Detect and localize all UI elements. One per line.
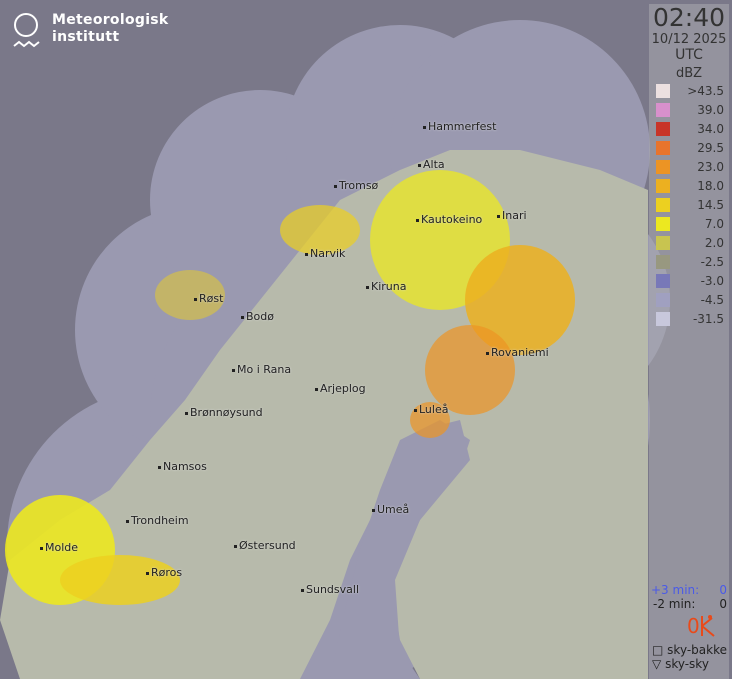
logo-line2: institutt bbox=[52, 29, 120, 45]
legend-swatch bbox=[656, 178, 670, 193]
city-label: Rovaniemi bbox=[486, 346, 549, 359]
met-logo[interactable]: Meteorologisk institutt bbox=[12, 12, 169, 52]
legend-item: 39.0 bbox=[649, 100, 729, 119]
legend-swatch bbox=[656, 83, 670, 98]
legend-swatch bbox=[656, 292, 670, 307]
legend-swatch bbox=[656, 102, 670, 117]
legend-item: -2.5 bbox=[649, 252, 729, 271]
legend-swatch bbox=[656, 254, 670, 269]
legend-value: -2.5 bbox=[700, 254, 724, 269]
city-label: Namsos bbox=[158, 460, 207, 473]
gulf-of-bothnia bbox=[330, 420, 470, 679]
lightning-plus3: +3 min: 0 bbox=[649, 583, 727, 597]
square-icon: □ bbox=[652, 643, 664, 657]
legend-swatch bbox=[656, 140, 670, 155]
legend-item: 23.0 bbox=[649, 157, 729, 176]
legend-item: 18.0 bbox=[649, 176, 729, 195]
city-label: Hammerfest bbox=[423, 120, 496, 133]
city-label: Inari bbox=[497, 209, 527, 222]
legend-swatch bbox=[656, 273, 670, 288]
legend-value: 18.0 bbox=[697, 178, 724, 193]
city-label: Molde bbox=[40, 541, 78, 554]
time: 02:40 bbox=[652, 3, 726, 32]
city-label: Alta bbox=[418, 158, 445, 171]
legend-value: 14.5 bbox=[697, 197, 724, 212]
city-label: Brønnøysund bbox=[185, 406, 263, 419]
lightning-icon bbox=[700, 615, 715, 637]
unit: dBZ bbox=[675, 66, 703, 81]
city-label: Røst bbox=[194, 292, 223, 305]
legend-value: 34.0 bbox=[697, 121, 724, 136]
legend-item: 14.5 bbox=[649, 195, 729, 214]
city-label: Østersund bbox=[234, 539, 296, 552]
city-label: Trondheim bbox=[126, 514, 189, 527]
logo-icon bbox=[13, 13, 40, 48]
minus2-label: -2 min: bbox=[653, 597, 696, 611]
city-label: Røros bbox=[146, 566, 182, 579]
legend-item: 2.0 bbox=[649, 233, 729, 252]
legend-swatch bbox=[656, 197, 670, 212]
lightning-total: 0 bbox=[687, 614, 718, 638]
legend-item: 34.0 bbox=[649, 119, 729, 138]
legend-value: 39.0 bbox=[697, 102, 724, 117]
legend-value: >43.5 bbox=[687, 83, 724, 98]
legend-sky-bakke: □ sky-bakke bbox=[652, 643, 727, 657]
minus2-value: 0 bbox=[719, 597, 727, 611]
city-label: Tromsø bbox=[334, 179, 378, 192]
legend-item: -3.0 bbox=[649, 271, 729, 290]
city-label: Luleå bbox=[414, 403, 448, 416]
city-label: Arjeplog bbox=[315, 382, 366, 395]
legend-value: -3.0 bbox=[700, 273, 724, 288]
legend-value: -4.5 bbox=[700, 292, 724, 307]
plus3-label: +3 min: bbox=[651, 583, 700, 597]
sky-sky-label: sky-sky bbox=[665, 657, 709, 671]
timezone: UTC bbox=[675, 47, 703, 63]
legend-item: 29.5 bbox=[649, 138, 729, 157]
legend-sky-sky: ▽ sky-sky bbox=[652, 657, 709, 671]
legend-item: -4.5 bbox=[649, 290, 729, 309]
legend-value: 7.0 bbox=[704, 216, 724, 231]
lightning-total-value: 0 bbox=[687, 614, 700, 638]
legend-levels: >43.5 39.0 34.0 29.5 23.0 18.0 14.5 7.0 2.0 -2.5 -… bbox=[649, 81, 729, 328]
sky-bakke-label: sky-bakke bbox=[667, 643, 727, 657]
city-label: Mo i Rana bbox=[232, 363, 291, 376]
legend-value: 23.0 bbox=[697, 159, 724, 174]
triangle-down-icon: ▽ bbox=[652, 657, 662, 671]
city-label: Kiruna bbox=[366, 280, 406, 293]
lightning-minus2: -2 min: 0 bbox=[649, 597, 727, 611]
precipitation bbox=[5, 170, 575, 605]
legend-item: >43.5 bbox=[649, 81, 729, 100]
date: 10/12 2025 bbox=[651, 32, 727, 47]
legend-swatch bbox=[656, 159, 670, 174]
city-label: Narvik bbox=[305, 247, 345, 260]
city-label: Umeå bbox=[372, 503, 409, 516]
city-label: Kautokeino bbox=[416, 213, 482, 226]
legend-value: 29.5 bbox=[697, 140, 724, 155]
legend-swatch bbox=[656, 121, 670, 136]
city-label: Sundsvall bbox=[301, 583, 359, 596]
legend-value: 2.0 bbox=[704, 235, 724, 250]
legend-item: 7.0 bbox=[649, 214, 729, 233]
city-label: Bodø bbox=[241, 310, 274, 323]
legend-panel: 02:40 10/12 2025 UTC dBZ >43.5 39.0 34.0 29… bbox=[649, 4, 729, 679]
legend-value: -31.5 bbox=[692, 311, 724, 326]
legend-item: -31.5 bbox=[649, 309, 729, 328]
plus3-value: 0 bbox=[719, 583, 727, 597]
legend-swatch bbox=[656, 235, 670, 250]
legend-swatch bbox=[656, 311, 670, 326]
logo-line1: Meteorologisk bbox=[52, 12, 169, 28]
legend-swatch bbox=[656, 216, 670, 231]
